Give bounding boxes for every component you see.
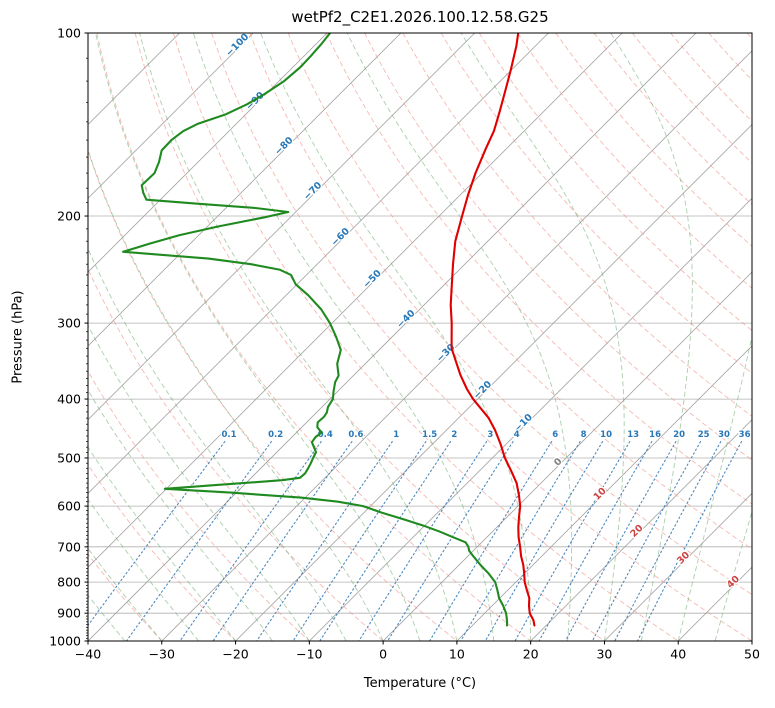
svg-text:25: 25 xyxy=(698,430,710,440)
svg-text:400: 400 xyxy=(57,392,81,407)
svg-text:700: 700 xyxy=(57,539,81,554)
moist-adiabat-lines xyxy=(88,33,752,641)
svg-text:2: 2 xyxy=(451,430,457,440)
svg-text:600: 600 xyxy=(57,499,81,514)
svg-text:20: 20 xyxy=(523,647,539,662)
svg-text:1.5: 1.5 xyxy=(422,430,437,440)
svg-text:−40: −40 xyxy=(75,647,101,662)
svg-text:40: 40 xyxy=(670,647,686,662)
sounding-profiles xyxy=(122,33,536,627)
svg-text:900: 900 xyxy=(57,606,81,621)
svg-text:50: 50 xyxy=(744,647,760,662)
mixing-ratio-lines xyxy=(88,441,743,641)
svg-text:30: 30 xyxy=(718,430,730,440)
svg-text:200: 200 xyxy=(57,209,81,224)
isotherm-lines xyxy=(88,33,752,641)
svg-text:4: 4 xyxy=(514,430,520,440)
svg-text:0.6: 0.6 xyxy=(348,430,363,440)
svg-text:6: 6 xyxy=(552,430,558,440)
svg-text:36: 36 xyxy=(739,430,751,440)
svg-text:300: 300 xyxy=(57,316,81,331)
svg-text:1000: 1000 xyxy=(49,634,81,649)
svg-text:100: 100 xyxy=(57,26,81,41)
svg-text:−30: −30 xyxy=(149,647,175,662)
svg-text:800: 800 xyxy=(57,575,81,590)
svg-text:−10: −10 xyxy=(296,647,322,662)
x-axis-label: Temperature (°C) xyxy=(363,676,477,691)
svg-text:−20: −20 xyxy=(222,647,248,662)
svg-text:3: 3 xyxy=(487,430,493,440)
svg-text:0.2: 0.2 xyxy=(268,430,283,440)
axes-frame-and-ticks: −40 −30 −20 −10 0 10 20 30 40 5010020030040050060… xyxy=(49,26,760,662)
svg-text:13: 13 xyxy=(627,430,639,440)
svg-text:0.1: 0.1 xyxy=(221,430,236,440)
svg-text:16: 16 xyxy=(649,430,661,440)
chart-title: wetPf2_C2E1.2026.100.12.58.G25 xyxy=(291,8,549,26)
mixing-ratio-labels: 0.1 0.2 0.4 0.6 1 1.5 2 3 4 6 8 10 13 16 20 25 30 36 xyxy=(220,429,751,441)
svg-text:1: 1 xyxy=(393,430,399,440)
svg-text:500: 500 xyxy=(57,450,81,465)
plot-background xyxy=(88,33,752,641)
y-axis-label: Pressure (hPa) xyxy=(10,290,26,384)
svg-text:8: 8 xyxy=(581,430,587,440)
svg-text:10: 10 xyxy=(449,647,465,662)
svg-text:10: 10 xyxy=(600,430,612,440)
svg-text:0: 0 xyxy=(379,647,387,662)
svg-text:30: 30 xyxy=(596,647,612,662)
dry-adiabat-lines xyxy=(88,33,752,641)
svg-text:20: 20 xyxy=(673,430,685,440)
